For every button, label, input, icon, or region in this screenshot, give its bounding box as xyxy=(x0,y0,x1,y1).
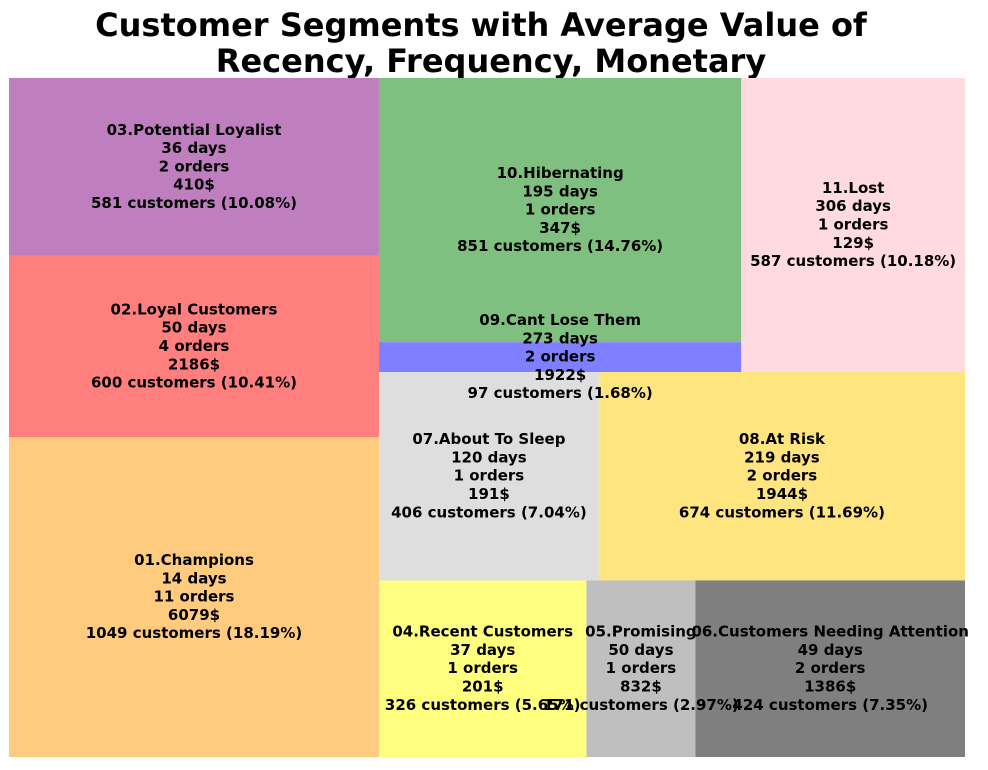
segment-recency-6: 306 days xyxy=(815,197,891,215)
segment-label-5: 09.Cant Lose Them xyxy=(479,311,641,329)
segment-customers-11: 424 customers (7.35%) xyxy=(732,696,928,714)
segment-frequency-3: 11 orders xyxy=(153,588,234,606)
segment-tile-3 xyxy=(9,437,379,757)
segment-customers-10: 171 customers (2.97%) xyxy=(543,696,739,714)
segment-customers-6: 587 customers (10.18%) xyxy=(750,252,956,270)
segment-tile-8 xyxy=(598,372,965,581)
segment-label-11: 06.Customers Needing Attention xyxy=(691,623,969,641)
segment-tile-10 xyxy=(586,580,696,757)
segment-tile-7 xyxy=(378,372,599,581)
segment-tile-5 xyxy=(378,342,742,373)
segment-frequency-7: 1 orders xyxy=(454,467,525,485)
segment-frequency-2: 4 orders xyxy=(159,337,230,355)
segment-recency-9: 37 days xyxy=(450,641,515,659)
segment-frequency-5: 2 orders xyxy=(525,348,596,366)
segment-tile-11 xyxy=(695,580,965,757)
segment-frequency-6: 1 orders xyxy=(818,216,889,234)
segment-monetary-4: 347$ xyxy=(539,219,581,237)
segment-customers-3: 1049 customers (18.19%) xyxy=(86,624,302,642)
segment-tile-2 xyxy=(9,255,379,438)
segment-monetary-1: 410$ xyxy=(173,176,215,194)
segment-monetary-8: 1944$ xyxy=(756,485,808,503)
segment-tile-9 xyxy=(378,580,587,757)
segment-customers-1: 581 customers (10.08%) xyxy=(91,194,297,212)
segment-monetary-5: 1922$ xyxy=(534,366,586,384)
segment-customers-9: 326 customers (5.65%) xyxy=(385,696,581,714)
segment-label-10: 05.Promising xyxy=(585,623,697,641)
segment-recency-8: 219 days xyxy=(744,448,820,466)
segment-frequency-8: 2 orders xyxy=(747,467,818,485)
segment-monetary-11: 1386$ xyxy=(804,678,856,696)
segment-monetary-7: 191$ xyxy=(468,485,510,503)
segment-customers-5: 97 customers (1.68%) xyxy=(468,384,653,402)
segment-monetary-9: 201$ xyxy=(462,678,504,696)
segment-label-8: 08.At Risk xyxy=(739,430,826,448)
segment-frequency-9: 1 orders xyxy=(447,659,518,677)
segment-customers-2: 600 customers (10.41%) xyxy=(91,374,297,392)
segment-label-1: 03.Potential Loyalist xyxy=(107,121,282,139)
segment-recency-3: 14 days xyxy=(161,569,226,587)
segment-frequency-1: 2 orders xyxy=(159,157,230,175)
segment-monetary-2: 2186$ xyxy=(168,355,220,373)
segment-recency-7: 120 days xyxy=(451,448,527,466)
segment-recency-1: 36 days xyxy=(161,139,226,157)
segment-recency-4: 195 days xyxy=(522,182,598,200)
segment-tile-6 xyxy=(741,78,965,373)
segment-recency-11: 49 days xyxy=(798,641,863,659)
segment-label-3: 01.Champions xyxy=(134,551,254,569)
segment-label-7: 07.About To Sleep xyxy=(412,430,565,448)
segment-label-4: 10.Hibernating xyxy=(497,164,624,182)
segment-customers-7: 406 customers (7.04%) xyxy=(391,503,587,521)
treemap-tiles xyxy=(9,78,965,757)
segment-monetary-3: 6079$ xyxy=(168,606,220,624)
segment-customers-4: 851 customers (14.76%) xyxy=(457,237,663,255)
segment-frequency-11: 2 orders xyxy=(795,659,866,677)
segment-frequency-4: 1 orders xyxy=(525,201,596,219)
segment-recency-5: 273 days xyxy=(522,329,598,347)
segment-label-6: 11.Lost xyxy=(822,179,885,197)
segment-frequency-10: 1 orders xyxy=(606,659,677,677)
segment-recency-10: 50 days xyxy=(608,641,673,659)
segment-monetary-10: 832$ xyxy=(620,678,662,696)
segment-customers-8: 674 customers (11.69%) xyxy=(679,503,885,521)
chart-title-line-1: Customer Segments with Average Value of xyxy=(95,6,868,44)
segment-label-9: 04.Recent Customers xyxy=(392,623,573,641)
segment-label-2: 02.Loyal Customers xyxy=(111,300,278,318)
segment-tile-4 xyxy=(378,78,742,343)
segment-monetary-6: 129$ xyxy=(832,234,874,252)
chart-title-line-2: Recency, Frequency, Monetary xyxy=(216,42,767,80)
segment-recency-2: 50 days xyxy=(161,319,226,337)
segment-tile-1 xyxy=(9,78,379,256)
